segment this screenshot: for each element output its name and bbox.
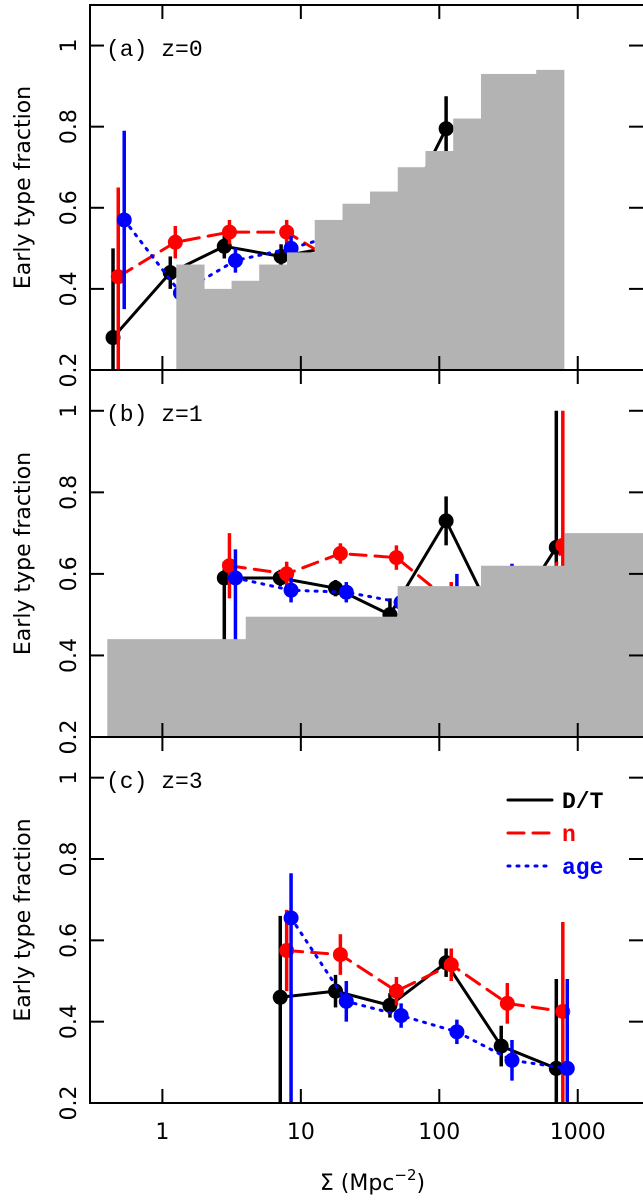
x-axis-label-part: Σ (Mpc xyxy=(320,1171,395,1196)
data-point xyxy=(167,234,183,250)
histogram-bar xyxy=(453,118,482,370)
histogram-bar xyxy=(370,191,399,370)
series-line xyxy=(285,949,565,1013)
data-point xyxy=(443,957,459,973)
data-point xyxy=(272,989,288,1005)
y-axis-label: Early type fraction xyxy=(11,86,36,289)
histogram-bar xyxy=(397,167,426,370)
legend-label: n xyxy=(562,822,576,848)
y-tick-label: 0.4 xyxy=(57,271,82,306)
histogram-bar xyxy=(564,533,643,737)
histogram-bar xyxy=(536,69,565,370)
y-tick-label: 0.8 xyxy=(57,109,82,144)
panel-title: (c) z=3 xyxy=(106,769,203,795)
y-tick-label: 0.6 xyxy=(57,190,82,225)
histogram-bar xyxy=(480,73,509,370)
plot-area xyxy=(272,873,575,1103)
data-point xyxy=(504,1052,520,1068)
y-tick-label: 1 xyxy=(57,39,82,53)
data-point xyxy=(283,582,299,598)
data-point xyxy=(449,1024,465,1040)
data-point xyxy=(227,570,243,586)
y-tick-label: 0.8 xyxy=(57,475,82,510)
x-tick-label: 1 xyxy=(155,1120,169,1145)
x-axis-label-part: ) xyxy=(417,1171,426,1196)
legend-label: age xyxy=(562,855,603,881)
data-point xyxy=(559,1060,575,1076)
histogram-bar xyxy=(204,288,233,370)
histogram-bar xyxy=(245,616,399,737)
data-point xyxy=(388,550,404,566)
data-point xyxy=(283,240,299,256)
panel-title: (a) z=0 xyxy=(106,37,203,63)
y-tick-label: 1 xyxy=(57,771,82,785)
data-point xyxy=(438,121,454,137)
data-point xyxy=(493,1038,509,1054)
data-point xyxy=(221,224,237,240)
data-point xyxy=(393,1008,409,1024)
panel-frame xyxy=(89,736,643,1104)
data-point xyxy=(499,995,515,1011)
y-tick-label: 0.2 xyxy=(57,1086,82,1121)
histogram-bar xyxy=(259,264,288,370)
series-line xyxy=(278,960,558,1070)
y-tick-label: 0.6 xyxy=(57,556,82,591)
y-tick-label: 0.2 xyxy=(57,353,82,388)
histogram-bar xyxy=(480,565,565,737)
panel-title: (b) z=1 xyxy=(106,402,203,428)
legend-label: D/T xyxy=(562,789,604,815)
data-point xyxy=(548,1060,564,1076)
data-point xyxy=(388,983,404,999)
data-point xyxy=(162,265,178,281)
data-point xyxy=(279,566,295,582)
data-point xyxy=(338,584,354,600)
histogram-bar xyxy=(286,252,316,370)
x-tick-label: 10 xyxy=(287,1120,315,1145)
data-point xyxy=(227,253,243,268)
histogram-bar xyxy=(314,219,344,370)
y-tick-label: 0.4 xyxy=(57,638,82,673)
data-point xyxy=(438,513,454,529)
y-tick-label: 0.8 xyxy=(57,842,82,877)
histogram-bar xyxy=(397,586,482,737)
x-tick-label: 1000 xyxy=(550,1120,606,1145)
y-tick-label: 0.2 xyxy=(57,720,82,755)
y-tick-label: 0.6 xyxy=(57,923,82,958)
y-tick-label: 0.4 xyxy=(57,1004,82,1039)
y-tick-label: 1 xyxy=(57,404,82,418)
histogram-bar xyxy=(176,264,205,370)
data-point xyxy=(279,224,295,240)
data-point xyxy=(328,983,344,999)
x-axis-label-sup: −2 xyxy=(394,1166,416,1184)
histogram-bar xyxy=(425,151,454,370)
series-line xyxy=(289,916,569,1070)
data-point xyxy=(338,993,354,1009)
y-axis-label: Early type fraction xyxy=(11,452,36,655)
x-tick-label: 100 xyxy=(418,1120,460,1145)
histogram-bar xyxy=(508,73,537,370)
data-point xyxy=(283,910,299,926)
data-point xyxy=(221,558,237,574)
data-point xyxy=(332,546,348,561)
histogram-bar xyxy=(342,203,371,370)
data-point xyxy=(116,212,132,228)
y-axis-label: Early type fraction xyxy=(11,818,36,1021)
data-point xyxy=(110,269,126,285)
histogram-bar xyxy=(231,280,260,370)
data-point xyxy=(382,997,398,1013)
histogram-bar xyxy=(107,639,247,737)
data-point xyxy=(332,947,348,963)
x-axis-label: Σ (Mpc−2) xyxy=(320,1166,425,1196)
